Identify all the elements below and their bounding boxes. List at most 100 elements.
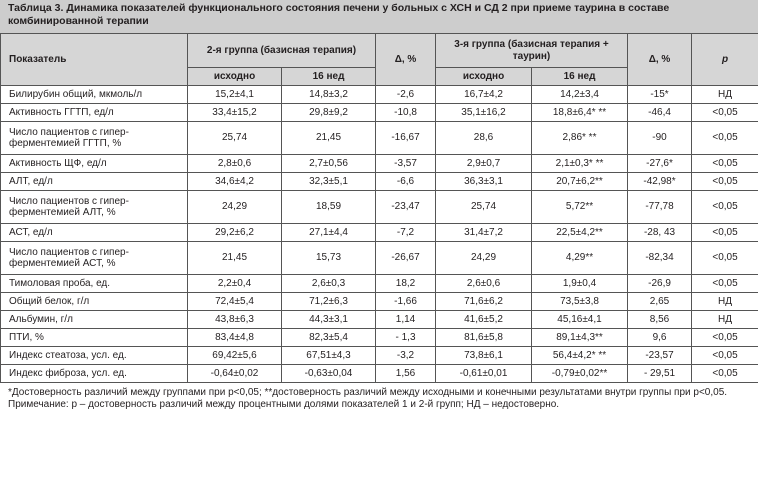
table-row: Индекс фиброза, усл. ед. -0,64±0,02 -0,63±… (0, 364, 758, 383)
cell-group3-16wk: 45,16±4,1 (531, 310, 629, 329)
cell-group3-16wk: 5,72** (531, 190, 629, 224)
cell-p-value: <0,05 (691, 346, 758, 365)
table-row: Общий белок, г/л 72,4±5,4 71,2±6,3 -1,66 71,… (0, 292, 758, 311)
cell-group2-baseline: 72,4±5,4 (187, 292, 282, 311)
cell-group2-baseline: 69,42±5,6 (187, 346, 282, 365)
cell-group2-baseline: 25,74 (187, 121, 282, 155)
row-name: Число пациентов с гипер-ферментемией АЛТ… (0, 190, 188, 224)
cell-group3-16wk: 2,86* ** (531, 121, 629, 155)
cell-delta-group3: - 29,51 (627, 364, 693, 383)
header-indicator: Показатель (0, 33, 188, 86)
cell-delta-group2: -16,67 (375, 121, 437, 155)
cell-group3-baseline: 73,8±6,1 (435, 346, 533, 365)
cell-group3-16wk: -0,79±0,02** (531, 364, 629, 383)
data-table: Показатель 2-я группа (базисная терапия)… (0, 33, 758, 383)
row-name: Активность ГГТП, ед/л (0, 103, 188, 122)
cell-delta-group2: -10,8 (375, 103, 437, 122)
row-name: АЛТ, ед/л (0, 172, 188, 191)
cell-group2-baseline: 2,2±0,4 (187, 274, 282, 293)
cell-delta-group3: -26,9 (627, 274, 693, 293)
table-row: Индекс стеатоза, усл. ед. 69,42±5,6 67,51±… (0, 346, 758, 365)
cell-p-value: <0,05 (691, 241, 758, 275)
cell-p-value: <0,05 (691, 364, 758, 383)
cell-group3-baseline: 81,6±5,8 (435, 328, 533, 347)
table-caption: Таблица 3. Динамика показателей функцион… (0, 0, 758, 33)
table-row: Билирубин общий, мкмоль/л 15,2±4,1 14,8±3,… (0, 85, 758, 104)
row-name: Общий белок, г/л (0, 292, 188, 311)
cell-group3-baseline: -0,61±0,01 (435, 364, 533, 383)
cell-group3-16wk: 73,5±3,8 (531, 292, 629, 311)
cell-delta-group3: -27,6* (627, 154, 693, 173)
table-notes: *Достоверность различий между группами п… (0, 383, 758, 411)
row-name: Число пациентов с гипер-ферментемией АСТ… (0, 241, 188, 275)
cell-group2-16wk: 29,8±9,2 (280, 103, 377, 122)
cell-p-value: <0,05 (691, 103, 758, 122)
header-baseline-g3: исходно (435, 67, 533, 86)
row-name: Альбумин, г/л (0, 310, 188, 329)
cell-group2-baseline: 2,8±0,6 (187, 154, 282, 173)
cell-group2-baseline: 33,4±15,2 (187, 103, 282, 122)
cell-delta-group2: -23,47 (375, 190, 437, 224)
cell-group3-16wk: 22,5±4,2** (531, 223, 629, 242)
cell-group3-baseline: 71,6±6,2 (435, 292, 533, 311)
cell-p-value: <0,05 (691, 223, 758, 242)
row-name: Индекс стеатоза, усл. ед. (0, 346, 188, 365)
cell-delta-group3: -15* (627, 85, 693, 104)
header-group3: 3-я группа (базисная терапия + таурин) (435, 33, 629, 68)
cell-p-value: <0,05 (691, 190, 758, 224)
cell-group3-16wk: 89,1±4,3** (531, 328, 629, 347)
cell-group3-baseline: 36,3±3,1 (435, 172, 533, 191)
cell-group2-baseline: 15,2±4,1 (187, 85, 282, 104)
cell-delta-group2: -3,2 (375, 346, 437, 365)
header-16wk-g3: 16 нед (531, 67, 629, 86)
row-name: Число пациентов с гипер-ферментемией ГГТ… (0, 121, 188, 155)
cell-delta-group3: -23,57 (627, 346, 693, 365)
note-significance: *Достоверность различий между группами п… (8, 387, 728, 398)
table-body: Билирубин общий, мкмоль/л 15,2±4,1 14,8±3,… (0, 85, 758, 383)
cell-group3-16wk: 14,2±3,4 (531, 85, 629, 104)
header-baseline-g2: исходно (187, 67, 282, 86)
header-group2: 2-я группа (базисная терапия) (186, 33, 377, 68)
cell-group2-16wk: 15,73 (280, 241, 377, 275)
header-p: p (691, 33, 758, 86)
table-row: АСТ, ед/л 29,2±6,2 27,1±4,4 -7,2 31,4±7,2 22,… (0, 223, 758, 242)
table-row: Альбумин, г/л 43,8±6,3 44,3±3,1 1,14 41,6±5,… (0, 310, 758, 329)
header-16wk-g2: 16 нед (280, 67, 377, 86)
cell-delta-group3: -46,4 (627, 103, 693, 122)
cell-delta-group2: -3,57 (375, 154, 437, 173)
cell-group3-baseline: 25,74 (435, 190, 533, 224)
cell-group3-baseline: 28,6 (435, 121, 533, 155)
row-name: Тимоловая проба, ед. (0, 274, 188, 293)
cell-group2-16wk: 21,45 (280, 121, 377, 155)
cell-group2-16wk: 67,51±4,3 (280, 346, 377, 365)
cell-p-value: НД (691, 85, 758, 104)
cell-p-value: <0,05 (691, 274, 758, 293)
cell-delta-group3: -28, 43 (627, 223, 693, 242)
cell-delta-group2: 18,2 (375, 274, 437, 293)
cell-group2-baseline: 21,45 (187, 241, 282, 275)
cell-delta-group2: - 1,3 (375, 328, 437, 347)
table-row: Тимоловая проба, ед. 2,2±0,4 2,6±0,3 18,2 2,… (0, 274, 758, 293)
header-delta-1: Δ, % (375, 33, 437, 86)
header-delta-2: Δ, % (627, 33, 693, 86)
cell-group2-16wk: 71,2±6,3 (280, 292, 377, 311)
cell-group2-baseline: 83,4±4,8 (187, 328, 282, 347)
cell-group2-16wk: 18,59 (280, 190, 377, 224)
cell-delta-group2: -1,66 (375, 292, 437, 311)
cell-group3-baseline: 16,7±4,2 (435, 85, 533, 104)
cell-group2-16wk: 82,3±5,4 (280, 328, 377, 347)
cell-p-value: НД (691, 292, 758, 311)
row-name: ПТИ, % (0, 328, 188, 347)
cell-p-value: НД (691, 310, 758, 329)
cell-delta-group3: -82,34 (627, 241, 693, 275)
row-name: Индекс фиброза, усл. ед. (0, 364, 188, 383)
cell-group3-baseline: 2,9±0,7 (435, 154, 533, 173)
cell-group2-baseline: 43,8±6,3 (187, 310, 282, 329)
cell-group3-16wk: 18,8±6,4* ** (531, 103, 629, 122)
cell-delta-group2: 1,14 (375, 310, 437, 329)
cell-delta-group3: 9,6 (627, 328, 693, 347)
cell-group3-16wk: 4,29** (531, 241, 629, 275)
cell-delta-group2: -6,6 (375, 172, 437, 191)
table-row: Число пациентов с гипер-ферментемией АСТ… (0, 241, 758, 275)
cell-delta-group2: -26,67 (375, 241, 437, 275)
